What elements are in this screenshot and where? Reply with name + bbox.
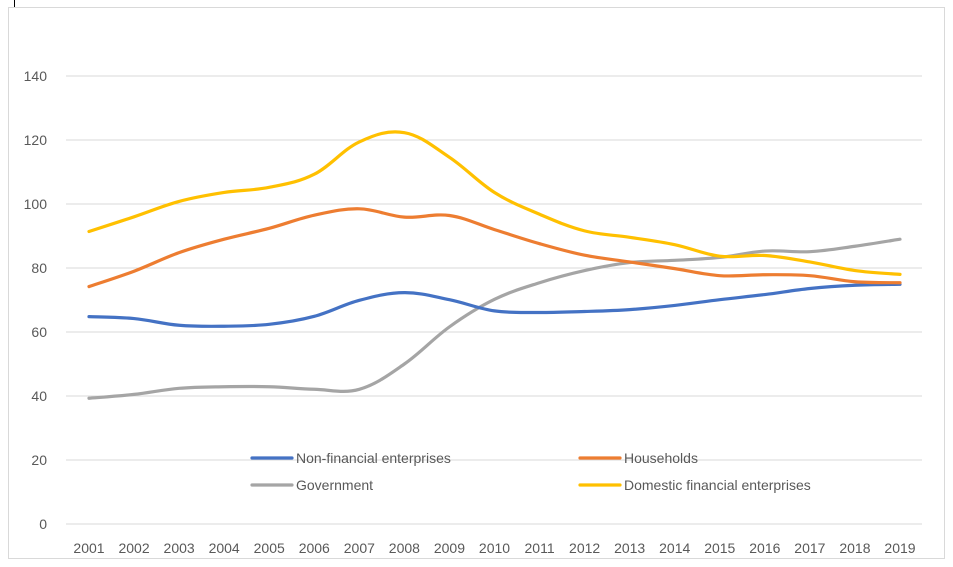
gridlines	[66, 75, 922, 525]
y-tick-label: 100	[24, 196, 48, 212]
x-tick-label: 2003	[164, 540, 195, 556]
series-line-non-financial-enterprises	[87, 282, 902, 328]
legend: Non-financial enterprises Households Gover…	[250, 450, 811, 493]
x-axis-ticks: 2001 2002 2003 2004 2005 2006 2007 2008 2009 2010…	[73, 540, 915, 556]
series-line-households	[87, 207, 902, 289]
x-tick-label: 2011	[525, 540, 555, 556]
legend-label: Domestic financial enterprises	[624, 477, 811, 493]
chart-frame	[8, 7, 945, 559]
x-tick-label: 2001	[73, 540, 104, 556]
y-tick-label: 140	[24, 68, 48, 84]
series-lines	[87, 130, 902, 400]
x-tick-label: 2007	[344, 540, 375, 556]
x-tick-label: 2006	[299, 540, 330, 556]
x-tick-label: 2012	[569, 540, 600, 556]
x-tick-label: 2018	[839, 540, 870, 556]
y-tick-label: 80	[31, 260, 47, 276]
x-tick-label: 2004	[209, 540, 240, 556]
x-tick-label: 2005	[254, 540, 285, 556]
series-line-domestic-financial-enterprises	[87, 130, 902, 276]
y-tick-label: 60	[31, 324, 47, 340]
x-tick-label: 2009	[434, 540, 465, 556]
legend-label: Government	[296, 477, 373, 493]
x-tick-label: 2010	[479, 540, 510, 556]
x-tick-label: 2015	[704, 540, 735, 556]
x-tick-label: 2008	[389, 540, 420, 556]
legend-item: Domestic financial enterprises	[578, 477, 811, 493]
x-tick-label: 2002	[118, 540, 149, 556]
legend-label: Households	[624, 450, 698, 466]
x-tick-label: 2019	[884, 540, 915, 556]
y-tick-label: 120	[24, 132, 48, 148]
y-tick-label: 20	[31, 452, 47, 468]
x-tick-label: 2014	[659, 540, 690, 556]
y-tick-label: 40	[31, 388, 47, 404]
x-tick-label: 2013	[614, 540, 645, 556]
x-tick-label: 2016	[749, 540, 780, 556]
cursor-mark	[14, 0, 15, 8]
y-axis-ticks: 0 20 40 60 80 100 120 140	[24, 68, 48, 532]
series-line-government	[87, 237, 902, 400]
x-tick-label: 2017	[794, 540, 825, 556]
legend-label: Non-financial enterprises	[296, 450, 451, 466]
y-tick-label: 0	[39, 516, 47, 532]
legend-item: Government	[250, 477, 373, 493]
legend-item: Non-financial enterprises	[250, 450, 451, 466]
legend-item: Households	[578, 450, 698, 466]
